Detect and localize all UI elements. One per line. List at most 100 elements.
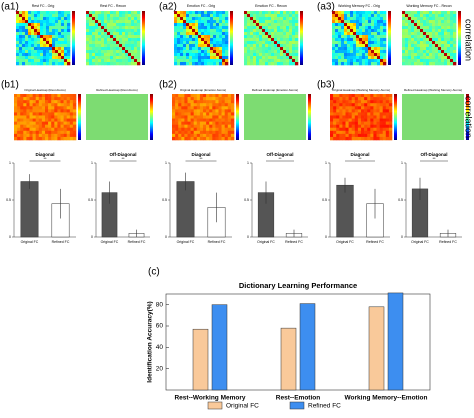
heatmap-cell [101,38,105,42]
heatmap-cell [51,130,55,135]
heatmap-cell [49,32,53,36]
heatmap-cell [222,41,226,45]
heatmap-cell [66,121,71,125]
heatmap-cell [104,44,108,48]
heatmap-cell [34,26,38,30]
heatmap-cell [25,35,29,39]
heatmap-cell [336,136,340,141]
heatmap-cell [259,32,263,36]
heatmap-cell [364,100,368,104]
heatmap-cell [26,109,30,113]
heatmap-cell [364,118,368,122]
heatmap-cell [411,29,415,33]
heatmap-cell [46,38,50,42]
heatmap-cell [113,17,117,21]
heatmap-cell [225,62,229,66]
heatmap-cell [417,17,421,21]
heatmap-cell [180,53,184,57]
heatmap-cell [292,35,296,39]
heatmap-cell [450,29,454,33]
heatmap-cell [206,136,210,141]
heatmap-cell [212,124,216,129]
heatmap-cell [450,56,454,60]
heatmap-cell [338,56,342,60]
heatmap-cell [347,29,351,33]
heatmap-cell [69,103,74,107]
heatmap-cell [221,127,225,132]
y-tick-label: 0.5 [322,198,327,202]
heatmap-cell [178,136,182,141]
heatmap-cell [37,14,41,18]
heatmap-cell [40,23,44,27]
heatmap-cell [367,109,371,113]
heatmap-cell [113,44,117,48]
heatmap-cell [128,44,132,48]
heatmap-cell [417,59,421,63]
heatmap-cell [190,100,194,104]
heatmap-cell [104,41,108,45]
heatmap-cell [362,11,366,15]
heatmap-cell [268,38,272,42]
heatmap-cell [128,50,132,54]
heatmap-cell [26,115,30,119]
heatmap-cell [351,130,356,135]
heatmap-cell [116,17,120,21]
heatmap-title: Emotion FC - Orig [187,4,215,8]
heatmap-cell [354,109,359,113]
heatmap-cell [441,53,445,57]
heatmap-cell [101,50,105,54]
heatmap-cell [385,100,390,104]
heatmap-cell [353,47,357,51]
heatmap-cell [351,127,356,132]
heatmap-cell [92,32,96,36]
heatmap-cell [19,17,23,21]
heatmap-cell [37,26,41,30]
heatmap-cell [216,47,220,51]
heatmap-cell [119,50,123,54]
heatmap-cell [215,109,219,113]
heatmap-cell [172,118,176,122]
heatmap-cell [174,56,178,60]
heatmap-cell [361,133,365,138]
heatmap-cell [380,44,384,48]
heatmap-cell [137,29,141,33]
heatmap-cell [86,50,90,54]
heatmap-cell [367,112,371,116]
heatmap-cell [67,50,71,54]
heatmap-cell [376,103,380,107]
heatmap-cell [177,50,181,54]
heatmap-cell [207,32,211,36]
heatmap-cell [180,35,184,39]
heatmap-cell [405,11,409,15]
heatmap-cell [40,53,44,57]
heatmap-cell [25,41,29,45]
heatmap-cell [17,124,21,129]
heatmap-cell [377,56,381,60]
heatmap-cell [215,133,219,138]
heatmap-cell [411,32,415,36]
heatmap-cell [210,53,214,57]
heatmap-cell [201,35,205,39]
heatmap-cell [333,103,337,107]
heatmap-cell [20,118,24,122]
heatmap-cell [186,32,190,36]
heatmap-cell [370,100,374,104]
heatmap-cell [54,100,58,104]
heatmap-cell [95,26,99,30]
heatmap-cell [374,53,378,57]
heatmap-cell [224,106,229,110]
heatmap-cell [40,56,44,60]
heatmap-cell [101,47,105,51]
heatmap-cell [342,94,346,98]
heatmap-cell [212,103,216,107]
heatmap-cell [342,112,346,116]
heatmap-cell [244,11,248,15]
heatmap-cell [380,50,384,54]
heatmap-cell [195,32,199,36]
heatmap-cell [295,26,299,30]
heatmap-cell [34,32,38,36]
heatmap-cell [283,44,287,48]
heatmap-cell [289,38,293,42]
heatmap-cell [336,127,340,132]
heatmap-cell [345,115,349,119]
